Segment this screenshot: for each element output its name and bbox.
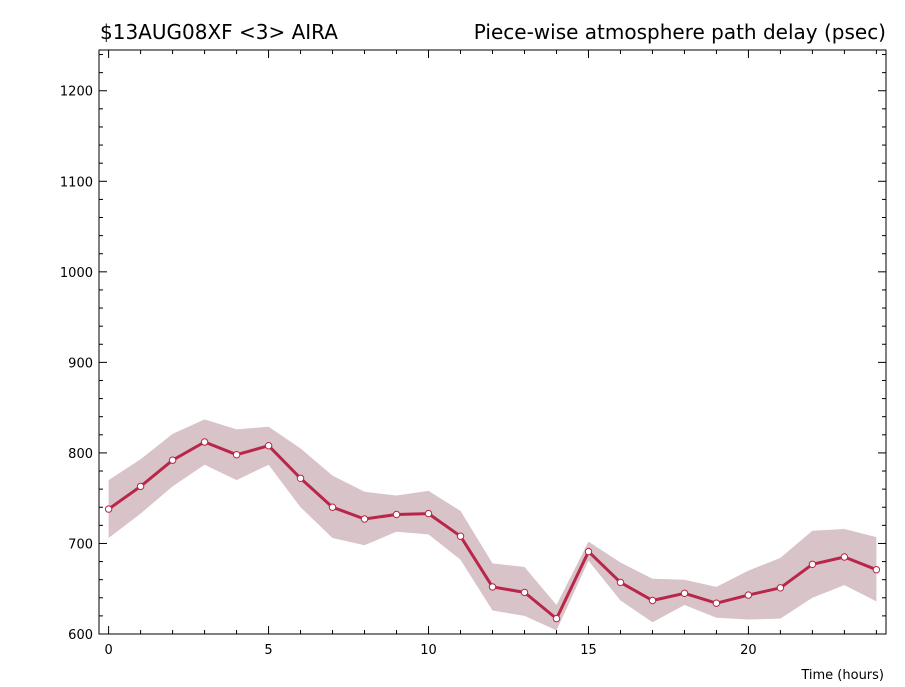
x-tick-label: 5 xyxy=(264,643,272,658)
data-point xyxy=(520,588,529,597)
data-point xyxy=(808,560,817,568)
uncertainty-band xyxy=(108,419,877,631)
data-point xyxy=(744,591,753,599)
plot-frame xyxy=(98,49,887,635)
x-tick-label: 0 xyxy=(104,643,112,658)
data-point xyxy=(776,584,785,592)
y-tick-label: 700 xyxy=(68,537,93,552)
data-point xyxy=(168,456,177,464)
x-tick-label: 15 xyxy=(580,643,597,658)
data-point xyxy=(296,474,305,482)
data-point xyxy=(648,596,657,605)
x-axis-label: Time (hours) xyxy=(800,668,884,683)
data-point xyxy=(424,509,433,518)
data-point xyxy=(840,553,849,561)
x-tick-label: 10 xyxy=(420,643,437,658)
chart-title: Piece-wise atmosphere path delay (psec) xyxy=(474,20,886,44)
y-tick-label: 1000 xyxy=(60,266,93,281)
data-point xyxy=(680,589,689,597)
data-point xyxy=(584,547,593,556)
y-tick-label: 1200 xyxy=(60,85,93,100)
data-point xyxy=(328,503,337,511)
data-point xyxy=(392,510,401,519)
data-point xyxy=(104,505,113,513)
data-point xyxy=(456,532,465,540)
data-point xyxy=(712,599,721,607)
data-point xyxy=(232,451,241,459)
data-point xyxy=(136,482,145,491)
data-point xyxy=(552,614,561,623)
data-point xyxy=(264,442,273,450)
y-tick-label: 800 xyxy=(68,447,93,462)
chart-source-title: $13AUG08XF <3> AIRA xyxy=(100,20,338,44)
y-tick-label: 900 xyxy=(68,356,93,371)
data-point xyxy=(872,566,881,574)
y-tick-label: 1100 xyxy=(60,175,93,190)
data-point xyxy=(488,583,497,591)
data-point xyxy=(616,578,625,587)
x-tick-label: 20 xyxy=(740,643,757,658)
data-point xyxy=(200,438,209,446)
data-point xyxy=(360,515,369,523)
y-tick-label: 600 xyxy=(68,628,93,643)
